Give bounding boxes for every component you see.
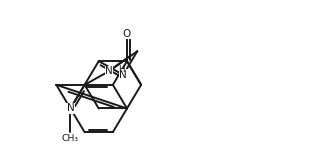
Text: O: O: [123, 29, 131, 39]
Text: N: N: [105, 66, 113, 76]
Text: N: N: [119, 70, 127, 80]
Text: N: N: [66, 103, 74, 113]
Text: CH₃: CH₃: [62, 134, 79, 143]
Text: H: H: [118, 65, 124, 74]
